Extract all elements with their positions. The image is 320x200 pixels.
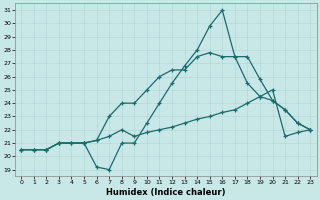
X-axis label: Humidex (Indice chaleur): Humidex (Indice chaleur) (106, 188, 226, 197)
